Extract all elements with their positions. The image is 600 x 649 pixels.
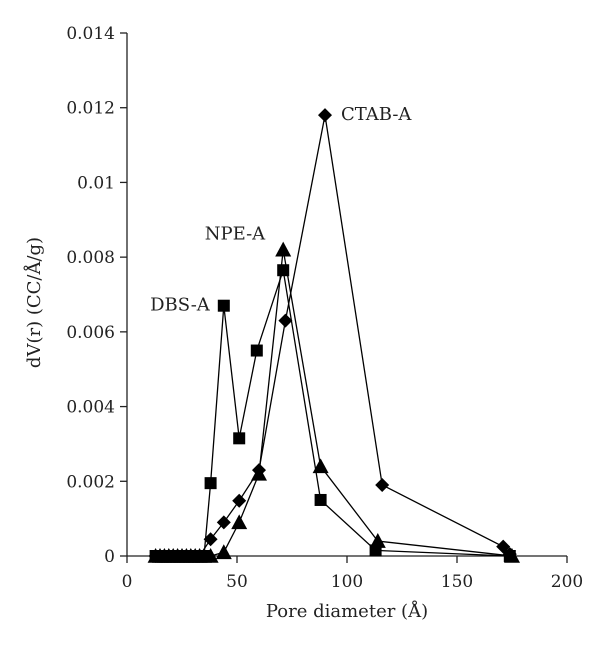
y-tick-label: 0.004 — [66, 398, 115, 418]
data-point-npe-a — [369, 533, 386, 548]
axes: 0 0.002 0.004 0.006 0.008 0.01 0.012 0.014 0 50 10… — [23, 24, 583, 622]
data-point-npe-a — [231, 514, 248, 530]
y-tick-label: 0.002 — [66, 472, 115, 492]
data-point-npe-a — [275, 241, 292, 257]
y-tick-label: 0.012 — [66, 99, 115, 119]
data-point-dbs-a — [277, 264, 290, 277]
series-label-dbs-a: DBS-A — [150, 295, 211, 316]
x-tick-label: 50 — [226, 572, 248, 592]
series-lines — [155, 115, 513, 557]
data-point-dbs-a — [198, 550, 210, 562]
data-point-dbs-a — [217, 299, 230, 312]
x-tick-label: 150 — [441, 572, 473, 592]
series-line-ctab-a — [155, 115, 511, 557]
y-tick-label: 0.01 — [77, 173, 115, 193]
data-point-ctab-a — [203, 532, 218, 547]
x-tick-label: 200 — [551, 572, 583, 592]
y-tick-label: 0.006 — [66, 323, 115, 343]
data-point-dbs-a — [233, 432, 246, 445]
x-tick-label: 0 — [122, 572, 133, 592]
data-point-dbs-a — [204, 477, 217, 490]
data-point-ctab-a — [375, 478, 390, 493]
series-label-ctab-a: CTAB-A — [341, 104, 412, 125]
data-point-dbs-a — [250, 344, 263, 357]
data-point-ctab-a — [216, 515, 231, 530]
data-point-npe-a — [251, 465, 267, 481]
data-point-dbs-a — [369, 544, 382, 557]
annotations: CTAB-A NPE-A DBS-A — [150, 104, 412, 316]
series-label-npe-a: NPE-A — [205, 224, 266, 245]
data-point-dbs-a — [503, 550, 516, 562]
y-axis-title: dV(r) (CC/Å/g) — [23, 237, 45, 368]
x-axis-title: Pore diameter (Å) — [266, 600, 428, 622]
data-point-dbs-a — [314, 493, 327, 506]
x-tick-label: 100 — [331, 572, 363, 592]
data-point-npe-a — [215, 544, 232, 560]
data-point-ctab-a — [232, 493, 247, 508]
y-tick-label: 0.008 — [66, 248, 115, 268]
y-tick-label: 0.014 — [66, 24, 115, 44]
data-point-ctab-a — [278, 313, 293, 328]
series-markers — [147, 108, 520, 563]
data-point-npe-a — [312, 458, 329, 474]
data-point-ctab-a — [318, 108, 332, 123]
y-tick-label: 0 — [104, 547, 115, 567]
